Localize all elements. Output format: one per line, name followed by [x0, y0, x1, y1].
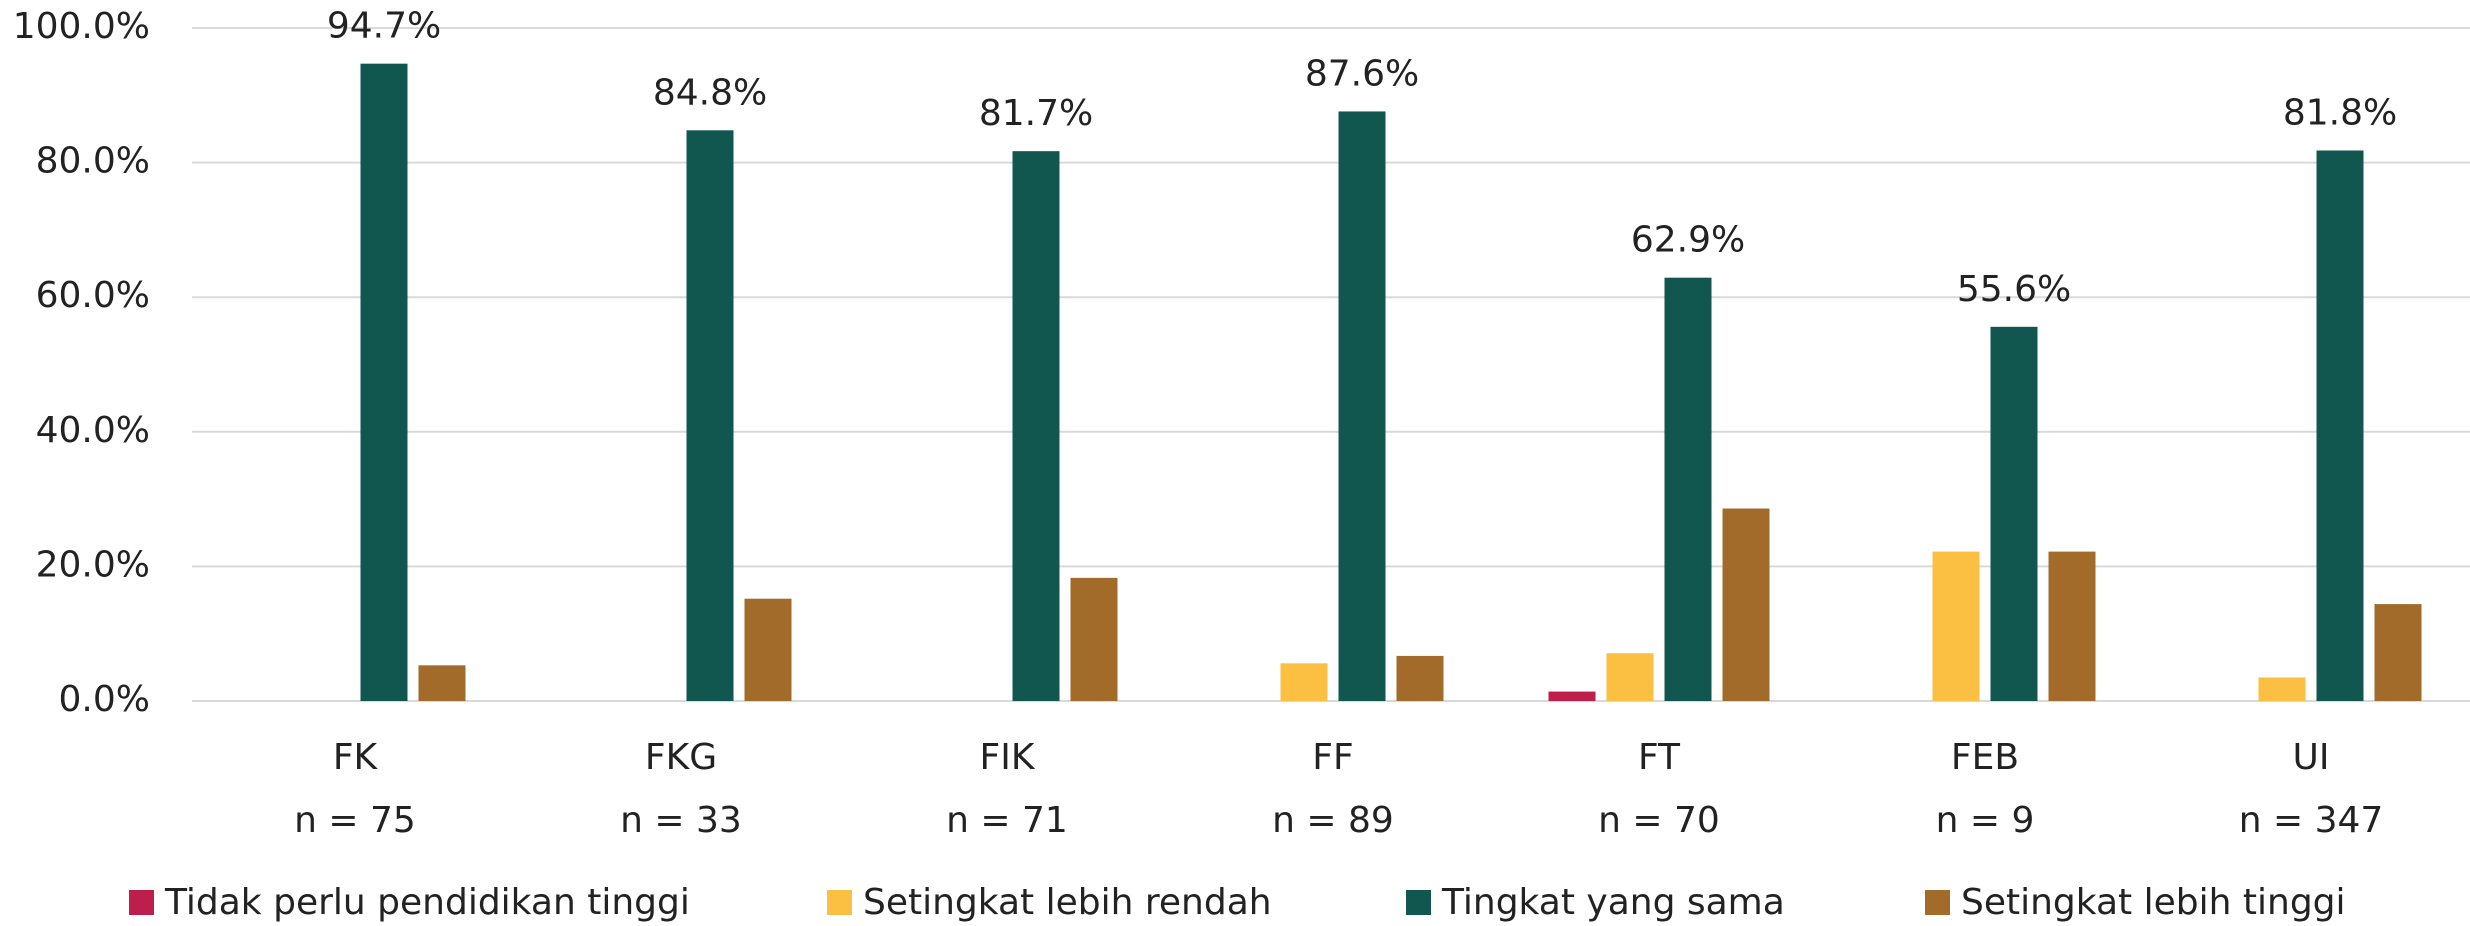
legend-swatch [1925, 890, 1950, 915]
data-label: 62.9% [1631, 220, 1745, 261]
bar [1722, 508, 1770, 701]
bar [1070, 577, 1118, 701]
bar [418, 665, 466, 701]
x-tick-label: FF [1312, 737, 1353, 778]
bar [2258, 677, 2306, 701]
legend-label: Tingkat yang sama [1441, 882, 1785, 923]
bar [1338, 111, 1386, 701]
data-label: 87.6% [1305, 53, 1419, 94]
bar [1990, 326, 2038, 701]
n-label: n = 89 [1272, 800, 1394, 841]
legend-swatch [1406, 890, 1431, 915]
n-label: n = 70 [1598, 800, 1720, 841]
y-tick-label: 40.0% [36, 410, 150, 451]
x-tick-label: FK [333, 737, 379, 778]
data-label: 84.8% [653, 72, 767, 113]
bar [1012, 151, 1060, 701]
data-label: 55.6% [1957, 269, 2071, 310]
x-tick-label: FIK [980, 737, 1036, 778]
data-label: 94.7% [327, 6, 441, 47]
n-label: n = 9 [1936, 800, 2035, 841]
data-label: 81.8% [2283, 92, 2397, 133]
legend-label: Setingkat lebih rendah [863, 882, 1272, 923]
bar [1606, 653, 1654, 701]
bar [1932, 551, 1980, 701]
n-label: n = 347 [2239, 800, 2384, 841]
x-tick-label: FKG [645, 737, 717, 778]
bar [1280, 663, 1328, 701]
bar [744, 598, 792, 701]
bar [686, 130, 734, 701]
bar [1664, 277, 1712, 701]
y-tick-label: 80.0% [36, 141, 150, 182]
legend-label: Setingkat lebih tinggi [1961, 882, 2346, 923]
bar [360, 63, 408, 701]
data-label: 81.7% [979, 93, 1093, 134]
y-tick-label: 0.0% [59, 679, 150, 720]
n-label: n = 71 [946, 800, 1068, 841]
x-tick-label: FEB [1951, 737, 2019, 778]
x-tick-label: FT [1638, 737, 1681, 778]
legend-label: Tidak perlu pendidikan tinggi [164, 882, 690, 923]
legend-swatch [129, 890, 154, 915]
x-tick-label: UI [2293, 737, 2330, 778]
n-label: n = 75 [294, 800, 416, 841]
bar [2316, 150, 2364, 702]
bar [1396, 655, 1444, 701]
bar [1548, 691, 1596, 701]
bar [2374, 604, 2422, 701]
y-tick-label: 60.0% [36, 275, 150, 316]
y-tick-label: 20.0% [36, 544, 150, 585]
n-label: n = 33 [620, 800, 742, 841]
legend-swatch [827, 890, 852, 915]
bar [2048, 551, 2096, 701]
y-tick-label: 100.0% [13, 6, 150, 47]
